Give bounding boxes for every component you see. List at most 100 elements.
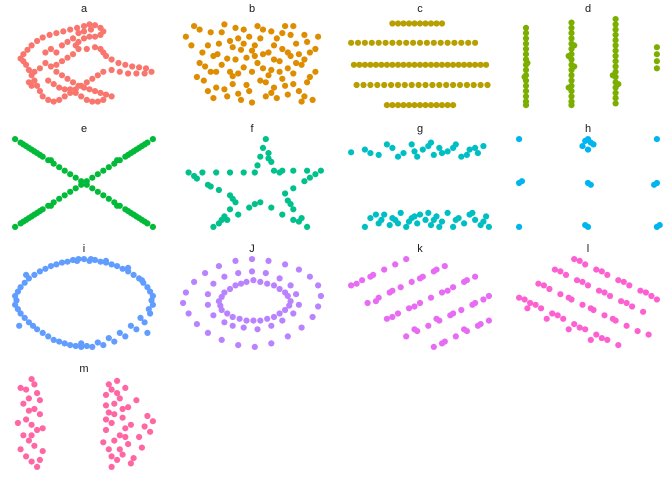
point-c-38 — [400, 61, 407, 68]
point-a-11 — [80, 23, 88, 30]
point-a-51 — [39, 93, 46, 100]
point-c-31 — [361, 61, 368, 68]
point-m-17 — [34, 463, 41, 470]
point-a-73 — [83, 96, 90, 103]
point-h-11 — [579, 143, 586, 150]
point-J-68 — [210, 312, 217, 319]
point-m-60 — [138, 444, 145, 451]
point-m-37 — [127, 421, 134, 428]
point-e-70 — [20, 218, 27, 225]
point-k-45 — [433, 315, 440, 322]
point-m-55 — [100, 439, 107, 446]
point-m-1 — [31, 381, 38, 388]
point-l-34 — [571, 321, 578, 328]
point-a-68 — [102, 91, 110, 98]
panel-J: J — [180, 243, 324, 350]
point-d-11 — [522, 82, 530, 89]
point-m-41 — [125, 441, 132, 448]
point-c-84 — [438, 102, 446, 109]
point-b-30 — [279, 75, 286, 82]
point-b-31 — [282, 23, 289, 30]
point-c-77 — [400, 102, 407, 109]
point-k-17 — [416, 299, 424, 307]
point-c-64 — [422, 81, 429, 89]
point-g-15 — [474, 150, 481, 157]
point-J-52 — [240, 324, 247, 331]
point-b-67 — [237, 96, 245, 103]
point-b-74 — [202, 63, 209, 70]
point-c-47 — [450, 61, 457, 68]
point-a-99 — [28, 82, 35, 89]
point-b-28 — [273, 35, 280, 42]
point-f-1 — [259, 144, 267, 151]
point-k-16 — [405, 305, 413, 312]
point-b-43 — [315, 33, 322, 40]
point-m-28 — [108, 386, 115, 393]
panel-a: a — [17, 3, 155, 105]
point-J-10 — [284, 333, 291, 340]
point-l-37 — [604, 336, 611, 343]
point-l-22 — [579, 301, 586, 308]
point-J-61 — [262, 270, 269, 277]
point-c-40 — [411, 61, 418, 68]
point-b-22 — [257, 77, 264, 84]
point-i-67 — [23, 271, 30, 278]
point-e-38 — [83, 178, 90, 185]
point-g-10 — [436, 144, 443, 151]
point-J-17 — [185, 310, 192, 317]
point-m-49 — [147, 428, 154, 435]
point-g-17 — [367, 150, 374, 157]
point-c-9 — [438, 20, 446, 27]
point-i-56 — [31, 271, 38, 278]
point-l-11 — [573, 277, 581, 284]
point-g-36 — [416, 211, 424, 218]
point-a-61 — [64, 75, 71, 82]
point-a-19 — [80, 35, 88, 42]
point-b-53 — [257, 35, 264, 42]
point-m-40 — [111, 437, 118, 444]
point-c-62 — [408, 81, 415, 89]
point-b-41 — [309, 96, 316, 103]
point-a-32 — [136, 64, 143, 71]
point-m-27 — [114, 377, 121, 384]
point-k-50 — [444, 287, 451, 294]
point-d-18 — [568, 29, 575, 37]
point-d-16 — [568, 19, 575, 26]
panel-title-l: l — [587, 243, 589, 255]
point-e-42 — [61, 192, 68, 199]
point-c-36 — [389, 61, 396, 68]
point-b-54 — [262, 79, 269, 86]
point-m-34 — [105, 409, 112, 416]
point-e-67 — [47, 157, 55, 164]
point-f-7 — [213, 169, 220, 176]
point-h-14 — [518, 178, 526, 185]
point-J-62 — [248, 268, 256, 275]
point-a-71 — [72, 89, 79, 96]
point-f-19 — [224, 216, 231, 223]
point-a-4 — [34, 37, 41, 45]
point-b-51 — [246, 88, 253, 95]
point-m-50 — [136, 433, 143, 441]
point-J-25 — [270, 282, 278, 289]
point-k-18 — [427, 294, 435, 301]
point-m-30 — [102, 391, 110, 398]
point-d-38 — [612, 42, 619, 49]
point-J-18 — [180, 299, 187, 307]
point-f-21 — [246, 204, 253, 211]
point-a-58 — [20, 58, 27, 65]
point-b-16 — [240, 64, 247, 71]
point-k-43 — [411, 303, 418, 310]
point-e-64 — [47, 202, 55, 209]
point-m-39 — [116, 432, 123, 439]
point-a-88 — [47, 45, 55, 53]
point-c-44 — [433, 61, 440, 68]
point-a-94 — [80, 28, 88, 35]
point-J-36 — [232, 282, 239, 289]
point-m-47 — [149, 418, 156, 425]
point-h-12 — [590, 141, 597, 148]
panel-title-b: b — [249, 3, 255, 15]
point-J-50 — [226, 285, 234, 293]
point-i-12 — [122, 333, 129, 340]
point-i-38 — [148, 297, 155, 304]
point-c-10 — [348, 39, 355, 46]
